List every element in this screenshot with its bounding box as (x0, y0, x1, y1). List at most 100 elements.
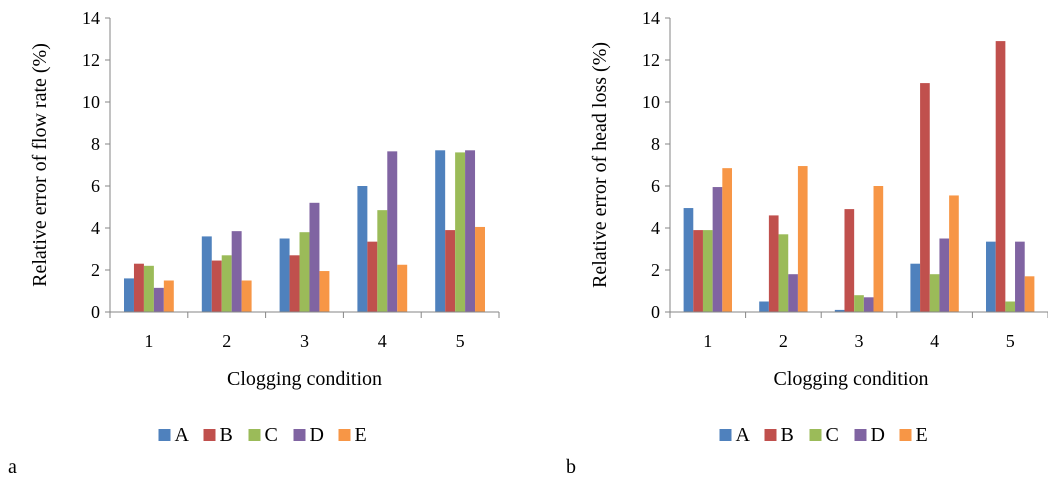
bar-a-A-1 (124, 278, 134, 312)
x-tick-label-b-3: 4 (930, 331, 939, 351)
bar-b-D-2 (788, 274, 798, 312)
y-tick-label-b-5: 10 (642, 92, 660, 112)
bar-b-E-3 (873, 186, 884, 312)
legend-label-b-C: C (826, 424, 839, 446)
legend-b: A B C D E (719, 424, 928, 446)
bar-a-B-4 (367, 241, 378, 312)
x-axis-label-a: Clogging condition (227, 368, 382, 390)
bar-b-D-1 (712, 187, 723, 312)
bar-b-E-2 (797, 166, 808, 312)
bar-b-C-3 (854, 295, 864, 312)
legend-swatch-b-B (764, 429, 777, 441)
bar-a-D-3 (309, 202, 320, 312)
legend-label-b-B: B (781, 424, 794, 446)
legend-label-a-A: A (175, 424, 190, 446)
bar-a-C-1 (143, 265, 154, 312)
bar-a-B-3 (289, 255, 300, 312)
x-tick-label-b-2: 3 (855, 331, 864, 351)
legend-label-b-D: D (871, 424, 885, 446)
bar-a-B-5 (445, 230, 456, 312)
x-tick-label-b-0: 1 (703, 331, 712, 351)
bar-a-C-2 (221, 255, 232, 312)
legend-swatch-b-D (854, 429, 867, 441)
bar-b-B-4 (920, 83, 930, 312)
legend-swatch-b-A (719, 429, 732, 441)
bar-b-D-3 (863, 297, 874, 312)
legend-swatch-b-C (809, 429, 822, 441)
bar-b-A-5 (986, 241, 996, 312)
x-tick-label-a-2: 3 (300, 331, 309, 351)
x-tick-label-b-4: 5 (1006, 331, 1015, 351)
y-tick-label-a-1: 2 (91, 260, 100, 280)
bar-a-A-5 (435, 150, 446, 312)
bar-a-D-2 (231, 231, 242, 312)
legend-label-a-D: D (310, 424, 324, 446)
bar-b-A-4 (910, 263, 921, 312)
bar-a-C-4 (377, 210, 388, 312)
bar-b-E-4 (949, 195, 959, 312)
bar-a-D-5 (465, 150, 476, 312)
y-tick-label-b-0: 0 (651, 302, 660, 322)
y-tick-label-a-3: 6 (91, 176, 100, 196)
x-tick-label-a-4: 5 (456, 331, 465, 351)
y-tick-label-b-1: 2 (651, 260, 660, 280)
y-tick-label-b-4: 8 (651, 134, 660, 154)
legend-swatch-a-C (248, 429, 261, 441)
y-tick-label-b-2: 4 (651, 218, 660, 238)
x-tick-label-a-3: 4 (378, 331, 387, 351)
bar-b-B-3 (844, 209, 855, 312)
bar-b-C-2 (778, 234, 789, 312)
legend-swatch-b-E (899, 429, 912, 441)
y-tick-label-a-0: 0 (91, 302, 100, 322)
y-tick-label-a-5: 10 (82, 92, 100, 112)
bar-b-E-1 (722, 168, 732, 312)
bar-a-C-3 (299, 232, 310, 312)
bar-a-D-1 (153, 287, 164, 312)
legend-label-b-A: A (736, 424, 751, 446)
legend-label-a-B: B (220, 424, 233, 446)
bar-b-C-5 (1005, 301, 1016, 312)
bar-b-D-4 (939, 238, 950, 312)
bar-a-E-4 (397, 264, 408, 312)
y-tick-label-b-6: 12 (642, 50, 660, 70)
bar-a-D-4 (387, 151, 398, 312)
bar-b-E-5 (1024, 276, 1035, 312)
legend-swatch-a-D (293, 429, 306, 441)
bar-b-B-1 (693, 230, 703, 312)
panel-letter-a: a (8, 456, 17, 478)
bar-a-E-1 (163, 280, 174, 312)
x-tick-label-a-1: 2 (222, 331, 231, 351)
y-axis-label-a: Relative error of flow rate (%) (29, 43, 51, 287)
y-tick-label-a-2: 4 (91, 218, 100, 238)
bar-a-E-5 (475, 226, 485, 312)
x-axis-label-b: Clogging condition (774, 368, 929, 390)
y-axis-label-b: Relative error of head loss (%) (589, 42, 611, 288)
bar-a-C-5 (455, 152, 466, 312)
bar-a-A-3 (279, 238, 290, 312)
bar-b-B-2 (768, 215, 779, 312)
bar-b-A-2 (759, 301, 769, 312)
bar-a-A-2 (201, 236, 212, 312)
y-tick-label-a-4: 8 (91, 134, 100, 154)
bar-a-E-3 (319, 271, 330, 312)
panel-letter-b: b (566, 456, 576, 478)
bar-b-C-4 (929, 274, 940, 312)
x-tick-label-b-1: 2 (779, 331, 788, 351)
legend-label-a-C: C (265, 424, 278, 446)
legend-swatch-a-B (203, 429, 216, 441)
bar-b-B-5 (995, 41, 1006, 312)
y-tick-label-a-7: 14 (82, 8, 100, 28)
legend-label-a-E: E (355, 424, 367, 446)
y-tick-label-a-6: 12 (82, 50, 100, 70)
bar-a-A-4 (357, 186, 368, 312)
bar-b-A-3 (834, 309, 845, 312)
legend-swatch-a-E (338, 429, 351, 441)
bar-a-B-2 (211, 260, 222, 312)
y-tick-label-b-3: 6 (651, 176, 660, 196)
legend-label-b-E: E (916, 424, 928, 446)
bar-a-E-2 (241, 280, 252, 312)
legend-a: A B C D E (158, 424, 367, 446)
legend-swatch-a-A (158, 429, 171, 441)
